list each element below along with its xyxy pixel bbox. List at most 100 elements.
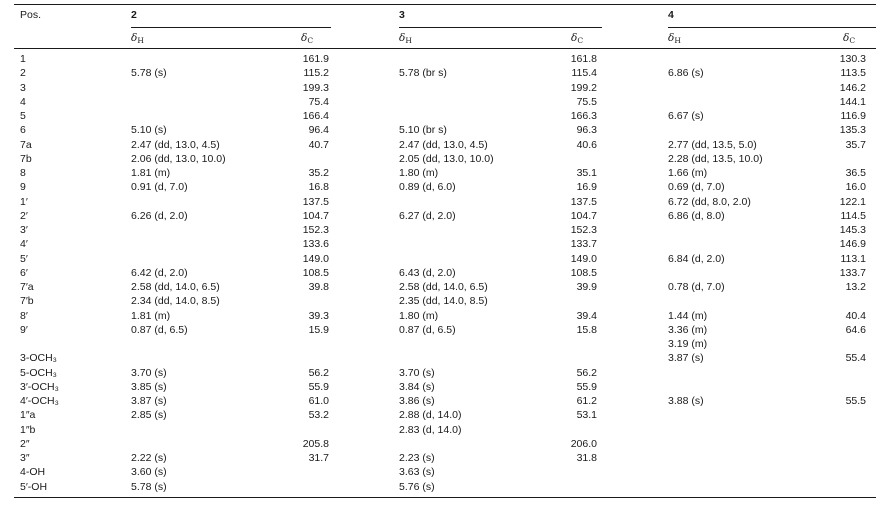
pos-cell: 4′-OCH₃ bbox=[20, 395, 59, 407]
c2-cell: 149.0 bbox=[302, 253, 329, 265]
h3-cell: 6.43 (d, 2.0) bbox=[399, 267, 456, 279]
compound-2-underline bbox=[131, 27, 331, 28]
c4-cell: 36.5 bbox=[845, 167, 866, 179]
h3-cell: 1.80 (m) bbox=[399, 310, 439, 322]
h4-cell: 3.87 (s) bbox=[668, 352, 704, 364]
h4-cell: 6.72 (dd, 8.0, 2.0) bbox=[668, 196, 751, 208]
h2-cell: 3.85 (s) bbox=[131, 381, 167, 393]
h3-cell: 2.88 (d, 14.0) bbox=[399, 409, 462, 421]
c3-cell: 199.2 bbox=[570, 82, 597, 94]
c3-cell: 55.9 bbox=[576, 381, 597, 393]
h4-cell: 6.86 (d, 8.0) bbox=[668, 210, 725, 222]
pos-cell: 9′ bbox=[20, 324, 28, 336]
h3-cell: 2.83 (d, 14.0) bbox=[399, 424, 462, 436]
h4-cell: 6.84 (d, 2.0) bbox=[668, 253, 725, 265]
h2-cell: 6.42 (d, 2.0) bbox=[131, 267, 188, 279]
pos-cell: 7′a bbox=[20, 281, 34, 293]
h4-cell: 3.19 (m) bbox=[668, 338, 708, 350]
c3-cell: 104.7 bbox=[570, 210, 597, 222]
pos-cell: 3 bbox=[20, 82, 26, 94]
h3-cell: 5.78 (br s) bbox=[399, 67, 447, 79]
pos-cell: 3″ bbox=[20, 452, 30, 464]
h4-cell: 6.67 (s) bbox=[668, 110, 704, 122]
h2-cell: 1.81 (m) bbox=[131, 310, 171, 322]
pos-cell: 2′ bbox=[20, 210, 28, 222]
compound-2-header: 2 bbox=[131, 9, 137, 21]
c3-cell: 115.4 bbox=[571, 67, 598, 79]
c3-cell: 40.6 bbox=[576, 139, 597, 151]
pos-header: Pos. bbox=[20, 9, 42, 21]
c2-cell: 137.5 bbox=[302, 196, 329, 208]
c4-cell: 130.3 bbox=[839, 53, 866, 65]
table-bottom-rule bbox=[14, 497, 876, 498]
delta-c-header-3: δC bbox=[571, 32, 584, 45]
c4-cell: 145.3 bbox=[839, 224, 866, 236]
delta-c-header-4: δC bbox=[843, 32, 856, 45]
h2-cell: 0.91 (d, 7.0) bbox=[131, 181, 188, 193]
h3-cell: 2.47 (dd, 13.0, 4.5) bbox=[399, 139, 488, 151]
c2-cell: 56.2 bbox=[308, 367, 329, 379]
pos-cell: 5′ bbox=[20, 253, 28, 265]
c4-cell: 35.7 bbox=[845, 139, 866, 151]
c2-cell: 31.7 bbox=[308, 452, 329, 464]
h4-cell: 2.77 (dd, 13.5, 5.0) bbox=[668, 139, 757, 151]
pos-cell: 3′-OCH₃ bbox=[20, 381, 59, 393]
h3-cell: 3.86 (s) bbox=[399, 395, 435, 407]
pos-cell: 7b bbox=[20, 153, 32, 165]
pos-cell: 6 bbox=[20, 124, 26, 136]
pos-cell: 2″ bbox=[20, 438, 30, 450]
h3-cell: 1.80 (m) bbox=[399, 167, 439, 179]
delta-h-header-4: δH bbox=[668, 32, 681, 45]
h3-cell: 3.63 (s) bbox=[399, 466, 435, 478]
c4-cell: 64.6 bbox=[845, 324, 866, 336]
delta-h-header-2: δH bbox=[131, 32, 144, 45]
pos-cell: 4′ bbox=[20, 238, 28, 250]
c2-cell: 152.3 bbox=[302, 224, 329, 236]
compound-4-header: 4 bbox=[668, 9, 674, 21]
h2-cell: 1.81 (m) bbox=[131, 167, 171, 179]
pos-cell: 2 bbox=[20, 67, 26, 79]
c3-cell: 53.1 bbox=[576, 409, 597, 421]
compound-3-underline bbox=[399, 27, 602, 28]
h4-cell: 6.86 (s) bbox=[668, 67, 704, 79]
c4-cell: 13.2 bbox=[845, 281, 866, 293]
pos-cell: 4-OH bbox=[20, 466, 46, 478]
c3-cell: 108.5 bbox=[570, 267, 597, 279]
c2-cell: 133.6 bbox=[302, 238, 329, 250]
c4-cell: 146.9 bbox=[839, 238, 866, 250]
pos-cell: 5′-OH bbox=[20, 481, 48, 493]
delta-h-header-3: δH bbox=[399, 32, 412, 45]
pos-cell: 4 bbox=[20, 96, 26, 108]
h3-cell: 0.89 (d, 6.0) bbox=[399, 181, 456, 193]
pos-cell: 7′b bbox=[20, 295, 34, 307]
h4-cell: 3.88 (s) bbox=[668, 395, 704, 407]
c4-cell: 113.1 bbox=[840, 253, 867, 265]
c4-cell: 144.1 bbox=[839, 96, 866, 108]
pos-cell: 5-OCH₃ bbox=[20, 367, 57, 379]
c3-cell: 16.9 bbox=[576, 181, 597, 193]
h2-cell: 0.87 (d, 6.5) bbox=[131, 324, 188, 336]
c3-cell: 56.2 bbox=[576, 367, 597, 379]
c2-cell: 75.4 bbox=[308, 96, 329, 108]
c2-cell: 55.9 bbox=[308, 381, 329, 393]
c3-cell: 31.8 bbox=[576, 452, 597, 464]
c2-cell: 39.8 bbox=[308, 281, 329, 293]
compound-3-header: 3 bbox=[399, 9, 405, 21]
c3-cell: 161.8 bbox=[570, 53, 597, 65]
h3-cell: 6.27 (d, 2.0) bbox=[399, 210, 456, 222]
pos-cell: 6′ bbox=[20, 267, 28, 279]
h3-cell: 2.58 (dd, 14.0, 6.5) bbox=[399, 281, 488, 293]
c3-cell: 39.4 bbox=[576, 310, 597, 322]
h2-cell: 5.10 (s) bbox=[131, 124, 167, 136]
h3-cell: 3.70 (s) bbox=[399, 367, 435, 379]
c2-cell: 115.2 bbox=[303, 67, 330, 79]
h2-cell: 5.78 (s) bbox=[131, 67, 167, 79]
c3-cell: 15.8 bbox=[576, 324, 597, 336]
h2-cell: 2.22 (s) bbox=[131, 452, 167, 464]
h2-cell: 2.34 (dd, 14.0, 8.5) bbox=[131, 295, 220, 307]
c2-cell: 161.9 bbox=[302, 53, 329, 65]
h4-cell: 2.28 (dd, 13.5, 10.0) bbox=[668, 153, 763, 165]
c3-cell: 133.7 bbox=[570, 238, 597, 250]
h4-cell: 0.69 (d, 7.0) bbox=[668, 181, 725, 193]
h3-cell: 2.23 (s) bbox=[399, 452, 435, 464]
